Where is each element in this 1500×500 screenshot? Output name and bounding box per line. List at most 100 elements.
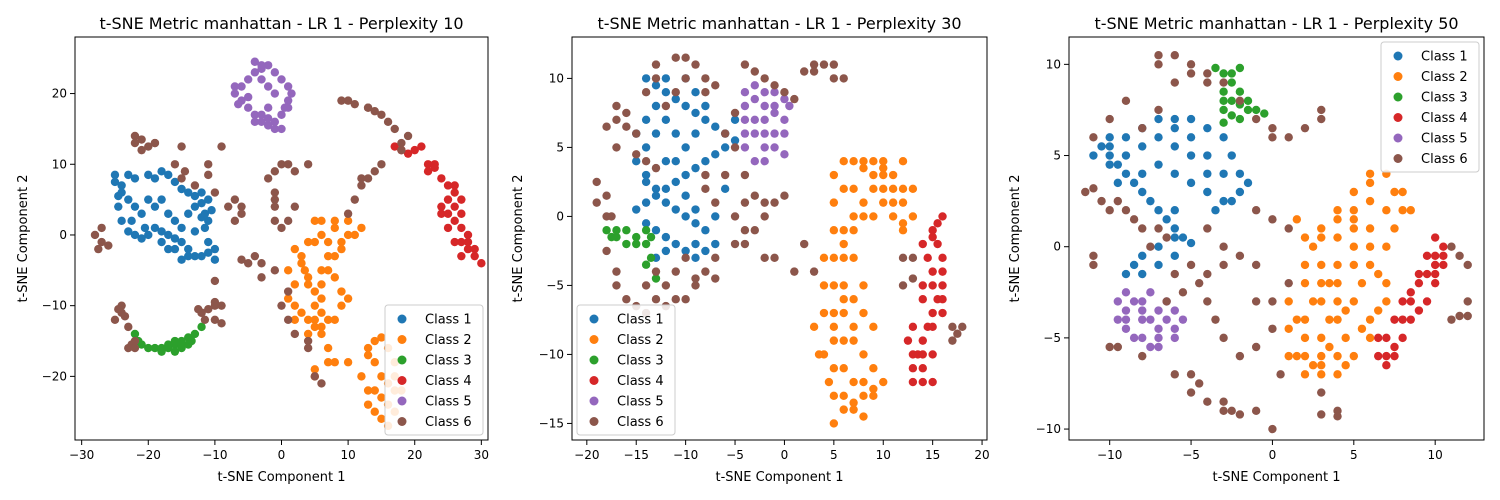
- scatter-point-class-2: [829, 281, 839, 290]
- scatter-point-class-6: [908, 274, 918, 283]
- x-tick-label: 5: [1350, 448, 1358, 462]
- scatter-point-class-6: [1268, 297, 1277, 306]
- scatter-point-class-4: [423, 160, 433, 169]
- legend-marker: [1393, 154, 1403, 163]
- scatter-point-class-1: [661, 157, 671, 166]
- scatter-point-class-1: [170, 216, 180, 226]
- scatter-point-class-1: [1170, 169, 1179, 178]
- scatter-point-class-2: [330, 223, 339, 233]
- scatter-point-class-6: [681, 253, 690, 263]
- scatter-point-class-1: [204, 237, 213, 247]
- scatter-point-class-5: [283, 103, 293, 112]
- scatter-point-class-6: [1203, 224, 1212, 233]
- scatter-point-class-6: [237, 209, 246, 218]
- scatter-point-class-1: [671, 177, 680, 187]
- scatter-point-class-4: [437, 202, 446, 211]
- scatter-point-class-1: [1178, 233, 1188, 242]
- scatter-point-class-2: [869, 212, 878, 221]
- scatter-point-class-2: [370, 407, 379, 416]
- scatter-point-class-6: [622, 108, 631, 118]
- scatter-point-class-1: [1170, 114, 1179, 124]
- scatter-point-class-3: [1219, 105, 1228, 115]
- scatter-point-class-1: [1186, 114, 1196, 124]
- legend-label: Class 6: [617, 415, 664, 430]
- scatter-point-class-2: [317, 266, 326, 275]
- scatter-point-class-2: [839, 226, 848, 235]
- scatter-point-class-6: [641, 281, 651, 290]
- scatter-point-class-2: [337, 244, 346, 254]
- scatter-point-class-6: [730, 212, 740, 221]
- scatter-point-class-1: [150, 202, 160, 211]
- scatter-point-class-1: [641, 177, 651, 187]
- scatter-point-class-2: [297, 259, 306, 268]
- scatter-point-class-2: [819, 281, 829, 290]
- scatter-point-class-6: [1170, 269, 1179, 279]
- scatter-point-class-5: [750, 157, 759, 166]
- scatter-point-class-6: [1284, 224, 1293, 233]
- scatter-point-class-1: [207, 206, 216, 215]
- scatter-point-class-5: [283, 96, 293, 105]
- scatter-point-class-6: [1170, 370, 1179, 379]
- scatter-point-class-2: [859, 163, 868, 173]
- scatter-point-class-6: [170, 160, 180, 169]
- scatter-point-class-1: [651, 226, 661, 235]
- legend-marker: [1393, 113, 1403, 122]
- scatter-point-class-1: [140, 223, 150, 233]
- scatter-point-class-2: [330, 358, 339, 367]
- scatter-point-class-4: [928, 308, 937, 318]
- scatter-point-class-4: [938, 281, 947, 290]
- scatter-point-class-4: [1439, 251, 1448, 261]
- scatter-point-class-6: [180, 167, 190, 176]
- chart-title: t-SNE Metric manhattan - LR 1 - Perplexi…: [99, 14, 463, 33]
- scatter-point-class-3: [190, 329, 200, 339]
- scatter-point-class-4: [1439, 260, 1448, 270]
- scatter-point-class-4: [908, 350, 918, 359]
- scatter-point-class-1: [681, 246, 690, 256]
- scatter-point-class-4: [417, 142, 426, 151]
- scatter-point-class-2: [1341, 306, 1350, 315]
- scatter-point-class-1: [1138, 187, 1147, 197]
- scatter-point-class-5: [243, 103, 253, 112]
- scatter-point-class-2: [1317, 361, 1326, 370]
- scatter-point-class-4: [938, 253, 947, 263]
- scatter-point-class-2: [829, 364, 839, 373]
- scatter-point-class-6: [217, 319, 226, 328]
- scatter-point-class-6: [1317, 388, 1326, 397]
- scatter-point-class-6: [661, 101, 671, 111]
- legend-box: [576, 304, 676, 436]
- scatter-point-class-6: [711, 274, 720, 283]
- scatter-point-class-2: [1365, 242, 1375, 251]
- scatter-point-class-2: [1284, 297, 1293, 306]
- scatter-point-class-1: [1121, 169, 1131, 178]
- scatter-point-class-3: [602, 226, 611, 235]
- scatter-point-class-2: [879, 198, 888, 207]
- scatter-point-class-4: [928, 350, 937, 359]
- scatter-point-class-6: [270, 266, 280, 275]
- scatter-point-class-3: [1251, 105, 1261, 115]
- scatter-point-class-3: [1227, 111, 1236, 120]
- scatter-point-class-3: [1235, 63, 1245, 73]
- scatter-point-class-1: [1138, 169, 1147, 178]
- scatter-point-class-5: [1170, 324, 1179, 333]
- scatter-point-class-3: [622, 239, 631, 249]
- scatter-point-class-2: [819, 308, 829, 318]
- scatter-point-class-4: [1414, 306, 1424, 315]
- scatter-point-class-5: [250, 110, 260, 119]
- scatter-point-class-1: [204, 195, 213, 204]
- x-tick-label: −15: [624, 448, 649, 462]
- scatter-point-class-2: [859, 198, 868, 207]
- scatter-point-class-6: [691, 281, 700, 290]
- scatter-point-class-1: [701, 101, 710, 111]
- scatter-point-class-6: [283, 315, 293, 325]
- scatter-point-class-2: [290, 244, 300, 254]
- scatter-point-class-5: [1138, 297, 1147, 306]
- scatter-point-class-2: [898, 219, 908, 228]
- scatter-point-class-6: [257, 273, 266, 282]
- scatter-point-class-6: [277, 301, 286, 310]
- scatter-point-class-1: [711, 122, 720, 131]
- scatter-point-class-2: [283, 266, 293, 275]
- scatter-point-class-6: [671, 267, 680, 276]
- scatter-point-class-6: [651, 60, 661, 69]
- scatter-point-class-2: [898, 157, 908, 166]
- scatter-point-class-3: [1243, 96, 1253, 106]
